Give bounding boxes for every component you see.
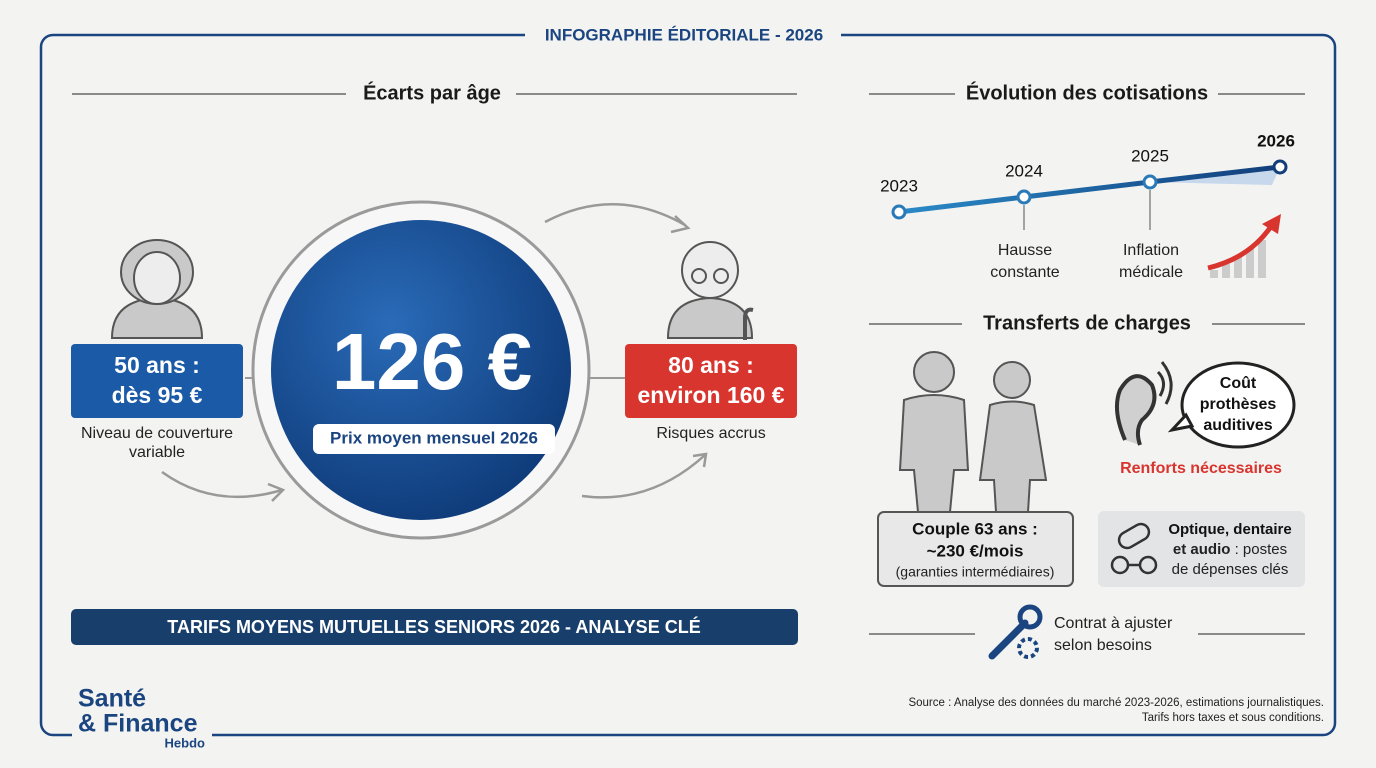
growth-icon — [1207, 214, 1281, 278]
arrow — [544, 202, 686, 227]
age-note: variable — [129, 444, 185, 461]
section-title: Transferts de charges — [983, 312, 1191, 334]
bubble-text: Coût — [1220, 375, 1257, 392]
bubble-text: auditives — [1203, 417, 1272, 434]
age-label: 80 ans : — [668, 352, 754, 378]
speech-bubble — [1180, 361, 1296, 449]
caption-box — [313, 424, 555, 454]
ear-icon — [1114, 361, 1173, 446]
age-note: Risques accrus — [656, 425, 765, 442]
arrow-head — [267, 482, 286, 502]
age-label: environ 160 € — [637, 382, 784, 408]
header-title: INFOGRAPHIE ÉDITORIALE - 2026 — [545, 25, 823, 44]
year-label: 2023 — [880, 176, 918, 195]
section-title: Écarts par âge — [363, 81, 501, 104]
trend-note: médicale — [1119, 264, 1183, 281]
adjust-text: Contrat à ajuster — [1054, 615, 1173, 632]
optics-text: et audio : postes — [1173, 541, 1287, 558]
couple-icon — [898, 351, 1048, 513]
brand-sub: Hebdo — [165, 735, 206, 750]
arrow — [161, 470, 283, 499]
adjust-text: selon besoins — [1054, 637, 1152, 654]
couple-box — [877, 511, 1074, 587]
optics-text: et audio — [1173, 541, 1231, 558]
age-label: dès 95 € — [112, 382, 203, 408]
senior-icon — [666, 241, 754, 340]
year-label: 2024 — [1005, 161, 1043, 180]
trend-note: Inflation — [1123, 242, 1179, 259]
couple-label: Couple 63 ans : — [912, 519, 1038, 538]
trend-note: Hausse — [998, 242, 1052, 259]
price-caption: Prix moyen mensuel 2026 — [330, 428, 538, 447]
arrow-head — [670, 215, 691, 234]
title-gap — [525, 20, 841, 50]
couple-note: (garanties intermédiaires) — [896, 564, 1055, 580]
couple-price: ~230 €/mois — [927, 541, 1024, 560]
age-note: Niveau de couverture — [81, 425, 233, 442]
banner — [71, 609, 798, 645]
optics-text: : postes — [1235, 541, 1288, 558]
price-value: 126 € — [332, 317, 532, 406]
brand-name: Santé — [78, 685, 146, 713]
woman-icon — [110, 239, 204, 339]
source: Source : Analyse des données du marché 2… — [908, 697, 1324, 709]
trend-note: constante — [990, 264, 1059, 281]
source: Tarifs hors taxes et sous conditions. — [1142, 712, 1324, 724]
year-label: 2026 — [1257, 131, 1295, 150]
brand-name: & Finance — [78, 710, 198, 738]
bubble-tail — [1167, 412, 1195, 433]
brand-bg — [72, 684, 212, 750]
optics-text: Optique, dentaire — [1168, 521, 1291, 538]
timeline-point — [1272, 159, 1288, 175]
timeline-point — [1142, 174, 1158, 190]
timeline-point — [1016, 189, 1032, 205]
label-box — [71, 344, 243, 418]
section-title: Évolution des cotisations — [966, 81, 1208, 104]
arrow — [581, 454, 706, 499]
optics-text: de dépenses clés — [1172, 561, 1289, 578]
age-label: 50 ans : — [114, 352, 200, 378]
year-label: 2025 — [1131, 146, 1169, 165]
optics-icon — [1110, 522, 1158, 575]
hearing-note: Renforts nécessaires — [1120, 460, 1282, 477]
wrench-icon — [988, 604, 1043, 660]
arrow-head — [692, 452, 708, 468]
bubble-text: prothèses — [1200, 396, 1277, 413]
banner-text: TARIFS MOYENS MUTUELLES SENIORS 2026 - A… — [167, 616, 700, 637]
label-box — [625, 344, 797, 418]
trend-line — [898, 164, 1281, 215]
timeline-point — [891, 204, 907, 220]
